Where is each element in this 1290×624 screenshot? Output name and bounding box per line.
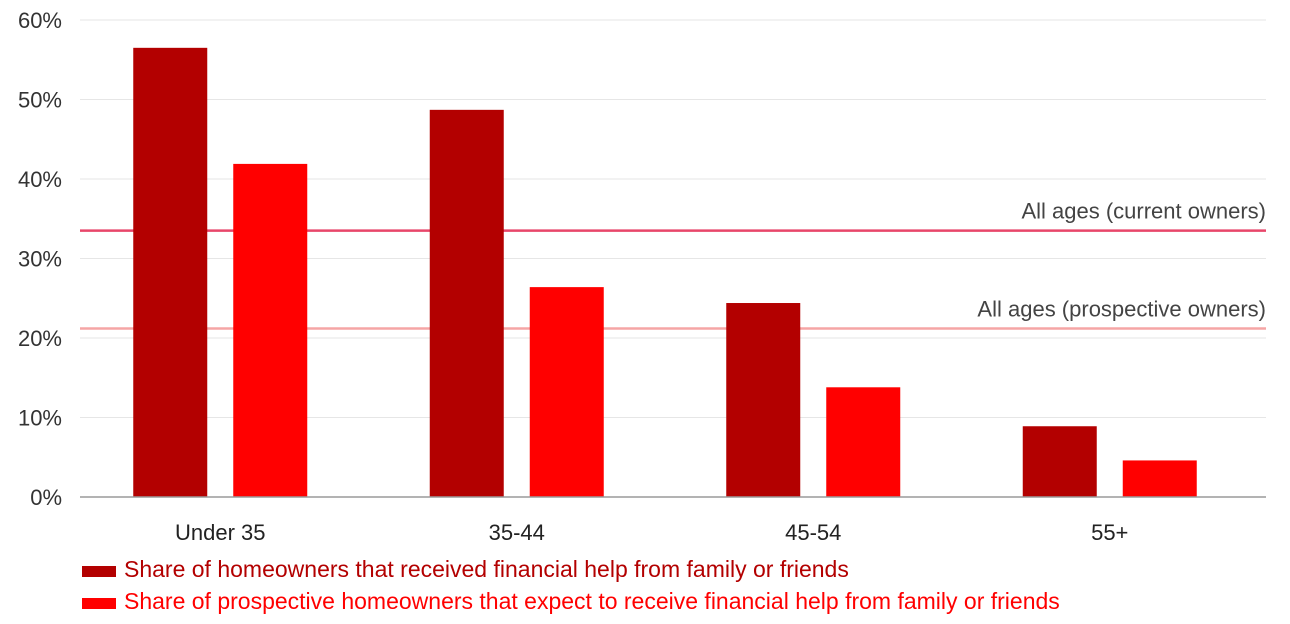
y-tick-label: 60% (18, 8, 62, 33)
y-tick-label: 30% (18, 247, 62, 272)
y-tick-label: 40% (18, 167, 62, 192)
y-tick-label: 50% (18, 88, 62, 113)
bar (1122, 460, 1197, 497)
x-tick-label: Under 35 (175, 520, 266, 545)
reference-line-label: All ages (prospective owners) (977, 296, 1266, 321)
bars (133, 47, 1197, 498)
x-tick-label: 55+ (1091, 520, 1128, 545)
axes: 0% 10% 20% 30% 40% 50% 60% Under 35 35-44 45-54 55… (18, 8, 1266, 545)
y-tick-label: 0% (30, 485, 62, 510)
x-tick-label: 45-54 (785, 520, 841, 545)
bar (529, 287, 604, 497)
bar (133, 47, 208, 497)
x-tick-label: 35-44 (489, 520, 545, 545)
bar (726, 303, 801, 497)
legend: Share of homeowners that received financ… (82, 556, 1060, 614)
bar (1022, 426, 1097, 497)
y-tick-label: 20% (18, 326, 62, 351)
bar (826, 387, 901, 497)
reference-line-label: All ages (current owners) (1021, 199, 1266, 224)
bar (429, 109, 504, 498)
y-tick-label: 10% (18, 406, 62, 431)
legend-swatch (82, 566, 116, 577)
legend-swatch (82, 598, 116, 609)
legend-label: Share of homeowners that received financ… (124, 556, 849, 582)
bar (233, 163, 308, 497)
legend-label: Share of prospective homeowners that exp… (124, 588, 1060, 614)
